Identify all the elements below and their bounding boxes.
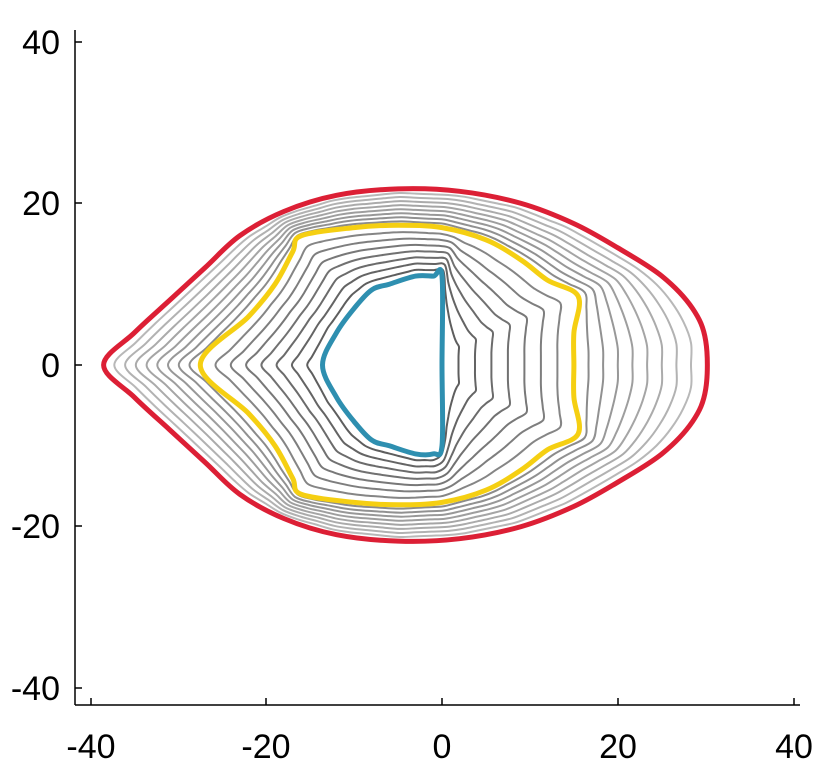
intermediate-contour	[145, 204, 649, 526]
contour-group	[113, 191, 693, 539]
y-tick-label: 0	[41, 347, 60, 385]
highlighted-contours	[101, 186, 710, 544]
intermediate-contour	[113, 191, 693, 539]
middle-contour	[197, 222, 582, 508]
intermediate-contour	[156, 208, 634, 522]
intermediate-contour	[275, 256, 495, 474]
y-tick-label: 40	[22, 24, 60, 62]
intermediate-contour	[290, 262, 478, 468]
intermediate-contour	[245, 243, 529, 487]
outer-contour	[101, 186, 710, 544]
intermediate-contour	[167, 212, 620, 518]
x-tick-label: -20	[241, 728, 290, 766]
intermediate-contour	[124, 195, 678, 535]
intermediate-contour	[306, 267, 461, 462]
intermediate-contour	[214, 231, 563, 499]
y-tick-label: 20	[22, 185, 60, 223]
intermediate-contour	[229, 237, 546, 493]
x-tick-label: 20	[599, 728, 637, 766]
x-tick-label: 0	[433, 728, 452, 766]
inner-contour	[320, 267, 446, 458]
y-tick-label: -40	[11, 670, 60, 708]
intermediate-contour	[177, 216, 605, 514]
x-tick-label: -40	[66, 728, 115, 766]
x-tick-label: 40	[775, 728, 813, 766]
intermediate-contour	[260, 250, 512, 480]
y-tick-label: -20	[11, 508, 60, 546]
intermediate-contour	[134, 200, 664, 530]
